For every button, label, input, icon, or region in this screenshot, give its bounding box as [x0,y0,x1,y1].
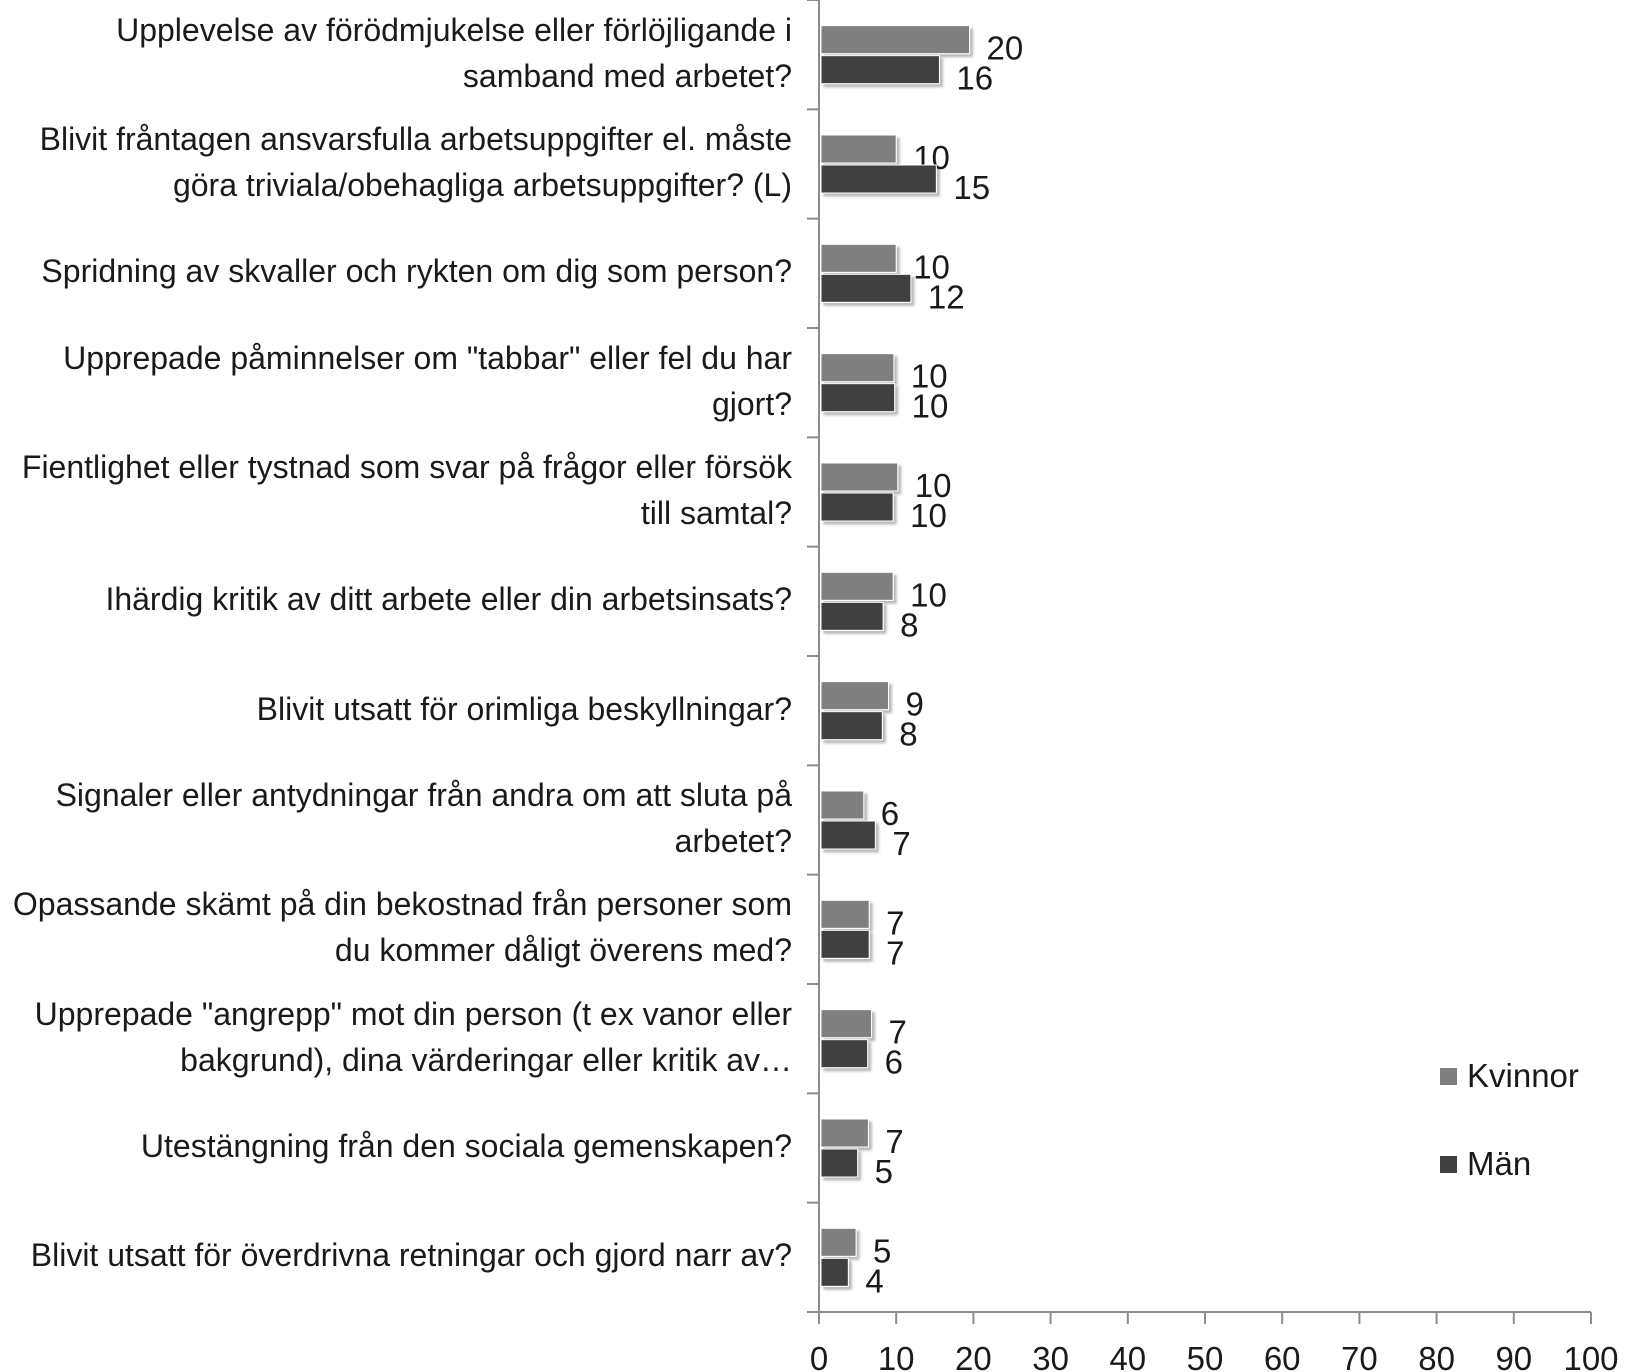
x-tick-label: 90 [1495,1340,1532,1372]
data-label-man: 6 [885,1044,903,1081]
bar-kvinnor [820,1227,857,1257]
data-label-kvinnor: 7 [885,1123,903,1160]
data-label-man: 5 [875,1153,893,1190]
bar-man [820,711,883,741]
x-tick-label: 40 [1109,1340,1146,1372]
data-label-kvinnor: 7 [886,904,904,941]
legend-item-kvinnor: Kvinnor [1440,1056,1579,1096]
category-label: Signaler eller antydningar från andra om… [55,777,792,859]
data-label-man: 15 [953,169,990,206]
category-label: Blivit fråntagen ansvarsfulla arbetsuppg… [39,121,792,203]
bar-man [820,55,940,85]
x-tick-label: 60 [1264,1340,1301,1372]
category-label: Upplevelse av förödmjukelse eller förlöj… [116,11,792,94]
bar-kvinnor [820,462,899,492]
bar-man [820,1039,869,1069]
data-label-man: 8 [900,606,918,643]
legend-item-man: Män [1440,1144,1531,1184]
category-label: Ihärdig kritik av ditt arbete eller din … [105,581,792,618]
bar-man [820,164,937,194]
data-label-kvinnor: 20 [987,30,1024,67]
data-label-kvinnor: 9 [905,686,923,723]
data-label-man: 7 [892,825,910,862]
category-label: Spridning av skvaller och rykten om dig … [41,253,792,290]
data-label-kvinnor: 5 [873,1232,891,1269]
x-tick-label: 20 [955,1340,992,1372]
data-label-kvinnor: 10 [910,576,947,613]
data-label-man: 4 [865,1262,883,1299]
legend-label-kvinnor: Kvinnor [1467,1057,1579,1094]
bar-man [820,1257,849,1287]
x-tick-label: 70 [1341,1340,1378,1372]
data-label-man: 16 [956,60,993,97]
bar-kvinnor [820,790,865,820]
data-label-man: 10 [912,388,949,425]
bar-man [820,273,912,303]
bar-kvinnor [820,1009,872,1039]
bar-man [820,820,876,850]
legend-label-man: Män [1467,1145,1532,1182]
category-label: Opassande skämt på din bekostnad från pe… [12,886,792,969]
x-tick-label: 0 [810,1340,828,1372]
bar-man [820,601,884,631]
data-label-kvinnor: 6 [881,795,899,832]
bar-kvinnor [820,571,894,601]
bar-man [820,929,870,959]
bar-kvinnor [820,353,895,383]
category-label: Upprepade påminnelser om "tabbar" eller … [63,339,792,422]
category-label: Blivit utsatt för orimliga beskyllningar… [256,690,792,727]
bar-kvinnor [820,243,897,273]
category-label: Utestängning från den sociala gemenskape… [140,1128,792,1164]
bar-kvinnor [820,899,870,929]
legend-swatch-kvinnor [1440,1067,1457,1085]
data-label-man: 12 [928,278,965,315]
data-label-man: 10 [910,497,947,534]
bar-man [820,492,894,522]
x-tick-label: 100 [1563,1340,1618,1372]
bar-kvinnor [820,25,971,55]
bar-kvinnor [820,681,889,711]
data-label-kvinnor: 10 [915,467,952,504]
x-tick-label: 50 [1187,1340,1224,1372]
category-label: Blivit utsatt för överdrivna retningar o… [30,1237,792,1274]
data-label-man: 7 [886,934,904,971]
x-tick-label: 80 [1418,1340,1455,1372]
bar-man [820,1148,859,1178]
data-label-man: 8 [899,716,917,753]
category-label: Fientlighet eller tystnad som svar på fr… [21,449,792,531]
x-tick-label: 30 [1032,1340,1069,1372]
data-label-kvinnor: 10 [911,358,948,395]
x-tick-label: 10 [878,1340,915,1372]
bar-man [820,383,896,413]
bar-kvinnor [820,134,897,164]
bar-kvinnor [820,1118,869,1148]
category-label: Upprepade "angrepp" mot din person (t ex… [34,995,792,1078]
data-label-kvinnor: 10 [913,248,950,285]
legend-swatch-man [1440,1155,1457,1173]
data-label-kvinnor: 7 [888,1014,906,1051]
